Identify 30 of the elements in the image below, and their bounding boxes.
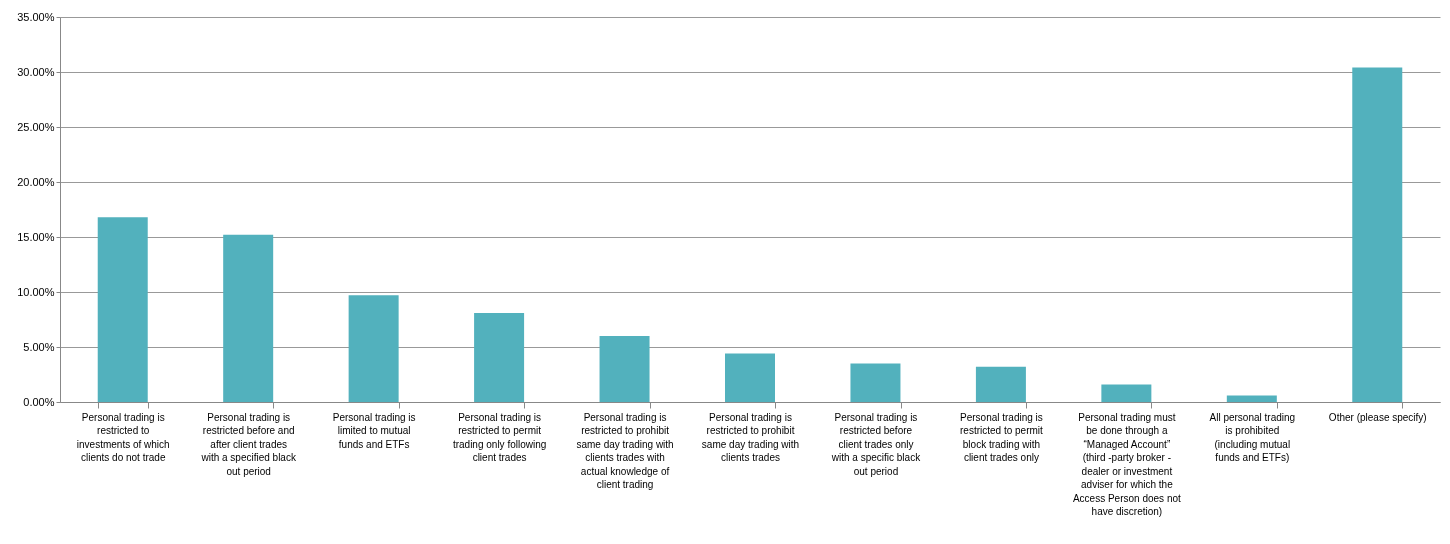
x-tick-label: Personal trading is restricted before and after client trades with a specified black out period (200, 411, 297, 477)
y-tick-label: 25.00% (17, 120, 55, 133)
bar (1101, 384, 1152, 402)
x-tick-label: Personal trading is restricted before client trades only with a specific black out period (830, 411, 922, 477)
bar (599, 336, 650, 402)
y-tick-label: 5.00% (23, 340, 55, 353)
bar (725, 353, 775, 402)
y-tick-label: 10.00% (17, 285, 55, 298)
x-tick-label: Other (please specify) (1328, 411, 1427, 423)
x-tick-label: Personal trading is restricted to prohibit same day trading with clients trades (701, 411, 800, 463)
y-tick-label: 20.00% (17, 175, 55, 188)
y-tick-label: 30.00% (17, 65, 55, 78)
bar (348, 295, 399, 402)
bar (223, 234, 274, 402)
x-tick-label: Personal trading is restricted to permit trading only following client trades (452, 411, 547, 463)
x-tick-label: Personal trading is restricted to prohibit same day trading with clients trades with actual knowledge of client trading (576, 411, 674, 490)
bar (1352, 67, 1403, 402)
x-tick-label: Personal trading is limited to mutual funds and ETFs (332, 411, 416, 450)
bar (97, 217, 148, 402)
x-tick-label: Personal trading is restricted to permit block trading with client trades only (960, 411, 1044, 463)
bar (1226, 395, 1277, 402)
y-tick-label: 0.00% (23, 395, 55, 408)
x-tick-label: Personal trading is restricted to investments of which clients do not trade (76, 411, 170, 463)
y-tick-label: 15.00% (17, 230, 55, 243)
bar (850, 363, 901, 402)
bar (474, 312, 525, 402)
x-tick-label: All personal trading is prohibited (including mutual funds and ETFs) (1209, 411, 1296, 463)
bar (975, 366, 1026, 402)
y-tick-label: 35.00% (17, 10, 55, 23)
x-tick-label: Personal trading must be done through a “Managed Account” (third -party broker - dealer or investment adviser for which the Access Person does not have discretion) (1072, 411, 1181, 517)
